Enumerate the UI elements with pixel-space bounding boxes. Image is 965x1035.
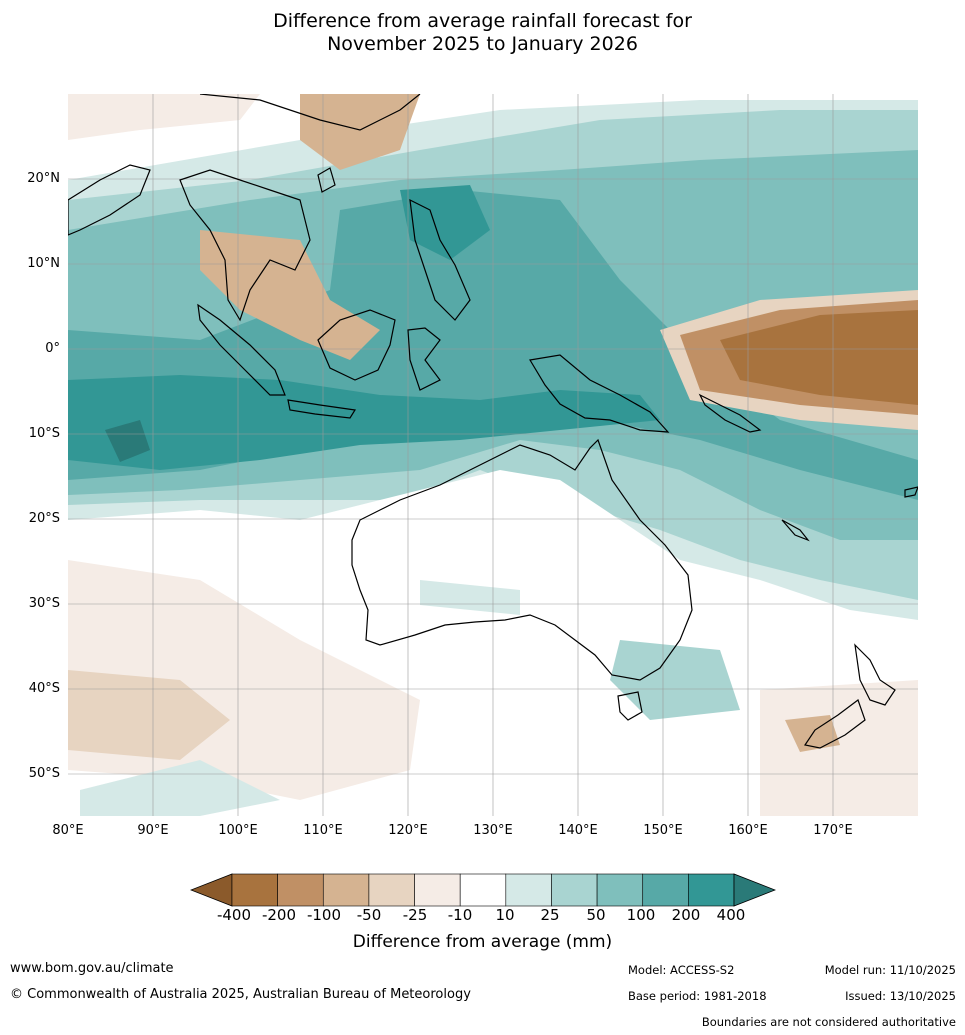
footer-copyright: © Commonwealth of Australia 2025, Austra… [10, 987, 471, 1002]
colorbar-tick-10: 200 [671, 906, 701, 924]
coast-java [287, 399, 356, 419]
colorbar-tick-9: 100 [626, 906, 656, 924]
lon-label-100e: 100°E [218, 823, 258, 838]
coast-solomons [698, 393, 762, 433]
region-dry-nz [760, 680, 918, 816]
lon-label-90e: 90°E [137, 823, 169, 838]
footer-base-period: Base period: 1981-2018 [628, 989, 767, 1003]
region-wet-core [105, 420, 150, 462]
colorbar-segment-7 [551, 873, 598, 907]
region-wet-band-5 [68, 375, 660, 470]
colorbar-arrow-high [733, 873, 776, 907]
footer-model-run: Model run: 11/10/2025 [824, 963, 956, 977]
footer-model: Model: ACCESS-S2 [628, 963, 735, 977]
colorbar-segment-4 [414, 873, 461, 907]
region-dry-pacific-3 [720, 310, 918, 405]
colorbar-label: Difference from average (mm) [352, 932, 613, 952]
coast-new-guinea [529, 354, 670, 433]
lat-label-10s: 10°S [28, 426, 60, 441]
colorbar-tick-8: 50 [586, 906, 606, 924]
lon-label-120e: 120°E [388, 823, 428, 838]
footer-disclaimer: Boundaries are not considered authoritat… [701, 1015, 956, 1029]
title-line-2: November 2025 to January 2026 [327, 33, 638, 55]
coast-india [68, 164, 151, 236]
coast-tasmania [617, 691, 643, 721]
lat-label-30s: 30°S [28, 596, 60, 611]
lon-label-110e: 110°E [303, 823, 343, 838]
coast-new-caledonia [781, 519, 810, 542]
rainfall-map [68, 94, 918, 816]
lat-label-20s: 20°S [28, 511, 60, 526]
region-wet-bass-strait [610, 640, 740, 720]
colorbar-tick-7: 25 [540, 906, 560, 924]
colorbar-segment-10 [688, 873, 735, 907]
coast-fiji [904, 486, 918, 498]
colorbar-segment-1 [277, 873, 324, 907]
colorbar-segment-5 [459, 873, 507, 907]
coast-indochina [179, 169, 311, 322]
lon-label-160e: 160°E [728, 823, 768, 838]
colorbar-tick-11: 400 [716, 906, 746, 924]
region-wet-philippines [400, 185, 490, 260]
coast-philippines [409, 198, 471, 321]
colorbar-tick-1: -200 [261, 906, 297, 924]
region-wet-southern-ocean [80, 760, 280, 816]
footer-website: www.bom.gov.au/climate [10, 961, 174, 976]
lon-label-80e: 80°E [52, 823, 84, 838]
colorbar-segment-8 [596, 873, 644, 907]
colorbar-tick-0: -400 [216, 906, 252, 924]
title-line-1: Difference from average rainfall forecas… [273, 10, 692, 32]
coastlines [68, 94, 918, 749]
footer-issued: Issued: 13/10/2025 [845, 989, 956, 1003]
lat-label-0: 0° [45, 341, 60, 356]
coast-nz-south [804, 699, 866, 749]
coast-sumatra [197, 303, 286, 396]
colorbar-arrow-low [190, 873, 233, 907]
gridlines [68, 94, 918, 816]
coast-borneo [317, 309, 396, 381]
colorbar-tick-6: 10 [495, 906, 515, 924]
region-australia-neutral [300, 470, 700, 630]
colorbar-segment-6 [505, 873, 552, 907]
colorbar-segment-9 [642, 873, 689, 907]
lat-label-50s: 50°S [28, 766, 60, 781]
region-dry-indochina [200, 230, 380, 360]
lat-label-20n: 20°N [27, 171, 60, 186]
colorbar-segment-2 [322, 873, 370, 907]
coast-nz-north [854, 643, 896, 706]
colorbar [190, 873, 776, 907]
colorbar-tick-2: -100 [306, 906, 342, 924]
coast-australia [351, 438, 693, 681]
region-dry-china [300, 94, 420, 170]
colorbar-segment-3 [368, 873, 415, 907]
region-dry-southwest-2 [68, 670, 230, 760]
region-wet-south-aus [420, 580, 520, 615]
chart-title: Difference from average rainfall forecas… [0, 10, 965, 56]
lon-label-170e: 170°E [813, 823, 853, 838]
colorbar-tick-3: -50 [356, 906, 382, 924]
colorbar-segment-0 [231, 873, 278, 907]
coast-sulawesi [407, 327, 441, 391]
region-dry-north [68, 94, 260, 140]
lat-label-40s: 40°S [28, 681, 60, 696]
colorbar-tick-5: -10 [447, 906, 473, 924]
lon-label-150e: 150°E [643, 823, 683, 838]
lon-label-140e: 140°E [558, 823, 598, 838]
lon-label-130e: 130°E [473, 823, 513, 838]
colorbar-tick-4: -25 [402, 906, 428, 924]
coast-taiwan [317, 167, 336, 193]
lat-label-10n: 10°N [27, 256, 60, 271]
coast-china [199, 94, 421, 131]
